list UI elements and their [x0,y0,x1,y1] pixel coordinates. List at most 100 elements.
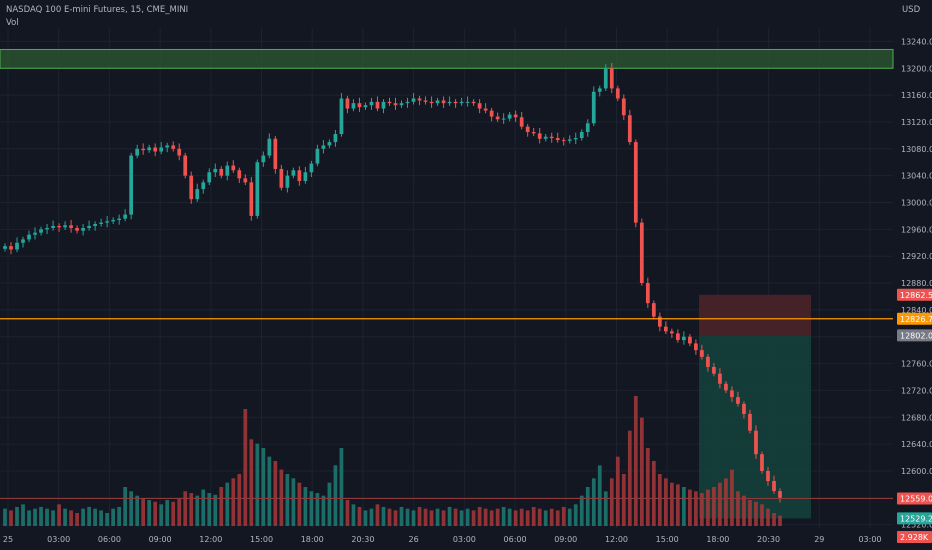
take-profit-zone [699,335,811,519]
volume-bar [261,448,266,526]
candles [3,62,782,503]
candle-body [201,182,206,190]
volume-bar [772,513,776,526]
volume-bar [297,482,302,526]
candle-body [694,343,698,351]
candle-body [525,126,530,133]
y-tick-label: 13240.00 [901,37,932,46]
x-tick-label: 26 [409,535,419,544]
currency-label: USD [902,5,921,15]
price-label-bg [897,312,932,325]
y-tick-label: 12840.00 [901,306,932,315]
price-label-bg [897,512,932,525]
candle-body [778,491,782,498]
candle-body [688,336,692,344]
candle-body [267,138,272,156]
volume-bar [345,500,350,526]
candle-body [321,145,326,149]
candle-body [603,68,608,89]
volume-bar [483,508,488,526]
volume-bar [69,510,73,526]
candle-body [387,101,392,104]
volume-indicator-label[interactable]: Vol [6,18,19,28]
candle-body [375,101,380,109]
trade-zones [0,48,894,519]
volume-bar [657,474,662,526]
chart-title: NASDAQ 100 E-mini Futures, 15, CME_MINI [6,5,189,15]
candle-body [477,103,482,109]
candle-body [261,155,266,163]
volume-bar [706,489,710,526]
candle-body [123,214,128,219]
volume-bar [285,474,290,526]
volume-bar [579,495,584,526]
level-lines [0,318,893,499]
candle-body [297,170,302,182]
candle-body [393,103,398,106]
volume-bar [651,461,656,526]
volume-bar [543,510,548,526]
volume-bar [321,495,326,526]
candle-body [345,98,350,109]
price-label: 2.928K [900,533,929,542]
time-axis[interactable]: 25 03:00 06:00 09:00 12:00 15:00 18:00 20:30 26 0… [3,535,882,544]
volume-bar [225,482,230,526]
price-label: 12862.50 [900,291,932,300]
volume-bar [177,498,182,526]
volume-bar [489,510,494,526]
volume-bar [45,508,49,526]
volume-bar [700,493,704,526]
candle-body [243,178,248,183]
y-tick-label: 12920.00 [901,252,932,261]
price-label-bg [897,288,932,301]
candle-body [285,175,290,188]
volume-bar [75,513,79,526]
candle-body [291,170,296,176]
x-tick-label: 09:00 [149,535,172,544]
volume-bar [676,484,680,526]
candle-body [417,98,422,101]
volume-bar [441,510,446,526]
candle-body [177,148,182,156]
price-axis[interactable]: 13240.00 13200.00 13160.00 13120.00 13080.00… [901,37,932,529]
volume-bar [105,513,109,526]
volume-bar [694,491,698,526]
y-tick-label: 12760.00 [901,360,932,369]
y-tick-label: 12960.00 [901,225,932,234]
volume-bar [303,487,308,526]
volume-bar [730,469,734,526]
resistance-zone [0,48,894,69]
volume-bar [477,506,482,526]
volume-bar [663,478,668,526]
volume-bar [748,500,752,526]
candle-body [33,232,37,235]
candle-body [754,430,758,455]
candle-body [489,110,494,117]
candle-body [87,225,91,228]
volume-bar [273,461,278,526]
candle-body [27,234,31,240]
candle-body [159,147,164,152]
y-tick-label: 12520.00 [901,521,932,530]
candle-body [9,246,13,250]
y-tick-label: 12680.00 [901,413,932,422]
volume-bar [585,487,590,526]
volume-bar [778,515,782,526]
candle-body [15,242,19,250]
volume-bar [669,482,674,526]
price-label: 12802.00 [900,331,932,340]
volume-bar [627,430,632,526]
candle-body [573,138,578,140]
candle-body [279,168,284,188]
volume-bar [291,478,296,526]
candle-body [591,91,596,124]
volume-bar [531,506,536,526]
price-labels: 12862.50 12826.75 12802.00 12559.00 12529.25… [897,288,932,544]
volume-bar [567,508,572,526]
candle-body [730,390,734,398]
x-tick-label: 09:00 [554,535,577,544]
volume-bar [399,506,404,526]
candle-body [207,172,212,183]
candle-body [453,101,458,104]
